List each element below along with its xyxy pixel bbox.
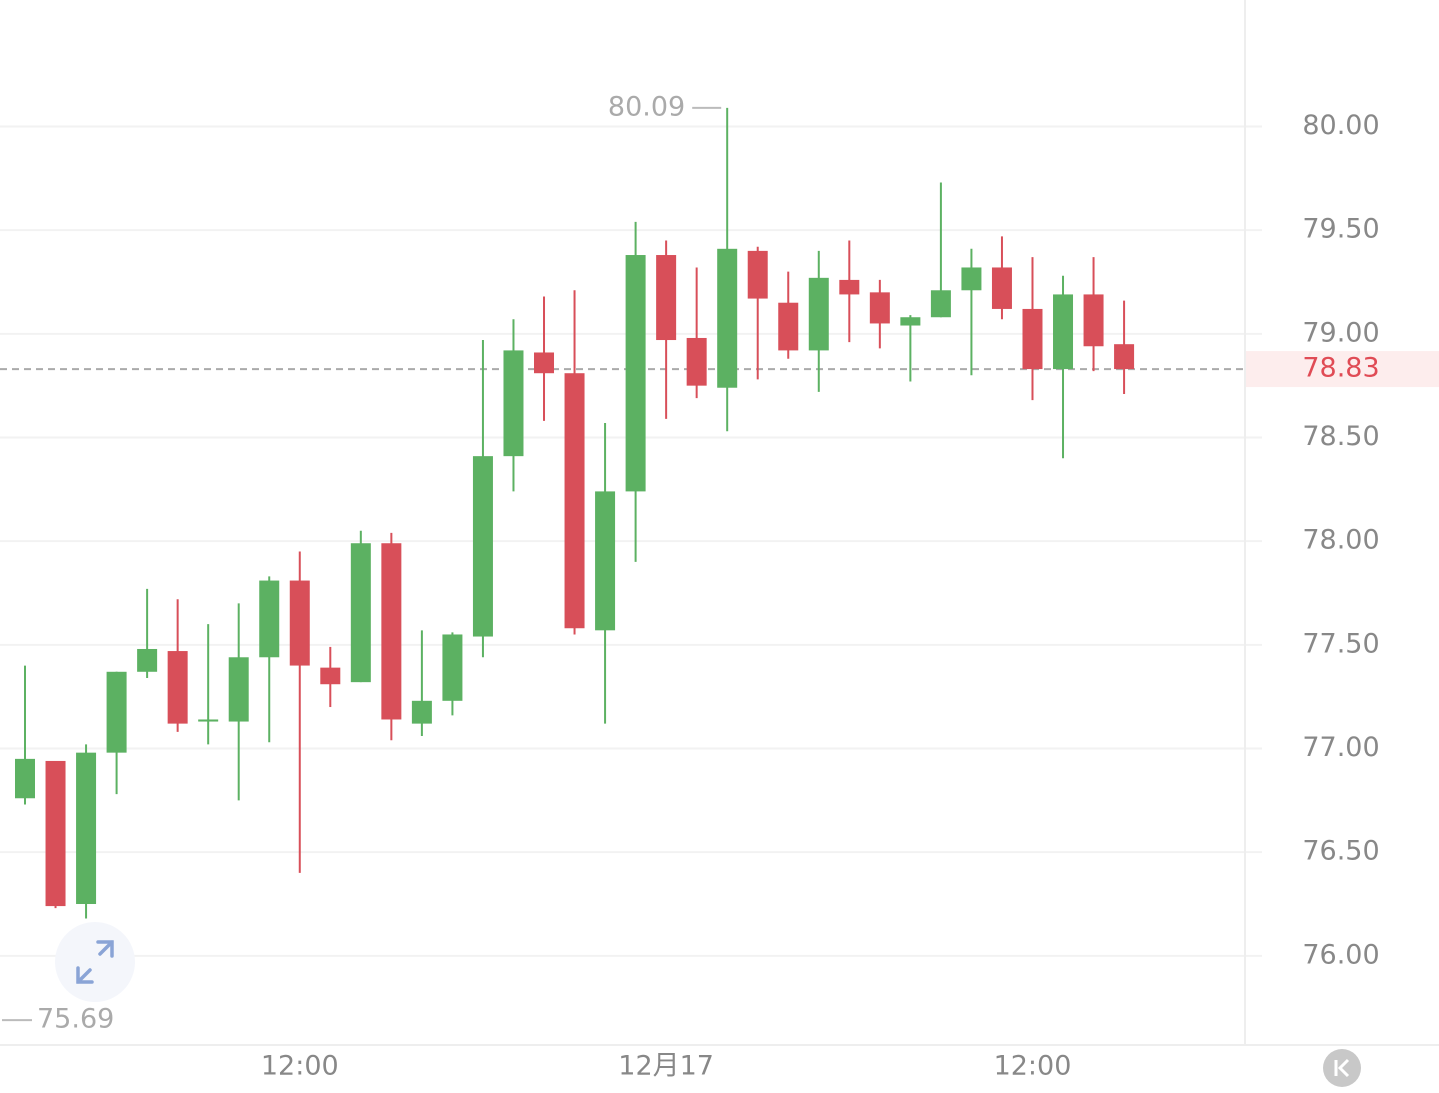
reset-icon (1334, 1058, 1350, 1078)
x-tick-label: 12:00 (994, 1051, 1072, 1082)
candle-body (472, 456, 493, 637)
y-tick-label: 77.50 (1302, 628, 1379, 659)
y-tick-label: 79.00 (1302, 317, 1379, 348)
candle-body (228, 657, 249, 722)
candle-body (381, 543, 402, 720)
candle-body (15, 758, 35, 799)
candle-body (564, 373, 585, 629)
candle-body (198, 719, 219, 722)
y-tick-label: 78.00 (1302, 525, 1379, 556)
reset-button[interactable] (1323, 1049, 1361, 1087)
candle-body (717, 248, 738, 388)
candle-body (808, 277, 829, 351)
candle-body (1083, 294, 1104, 347)
candle-body (961, 267, 982, 291)
candle-body (1022, 308, 1043, 370)
candle-body (900, 317, 921, 326)
candle-body (167, 651, 188, 724)
candle-body (137, 648, 158, 672)
candle-body (259, 580, 280, 658)
candle-body (747, 250, 768, 299)
y-tick-label: 79.50 (1302, 214, 1379, 245)
x-tick-label: 12:00 (261, 1051, 339, 1082)
y-tick-label: 78.50 (1302, 421, 1379, 452)
last-price-label: 78.83 (1302, 353, 1379, 384)
min-label: 75.69 (37, 1004, 114, 1035)
x-tick-label: 12月17 (618, 1051, 714, 1082)
candle-body (442, 634, 463, 701)
y-tick-label: 76.00 (1302, 939, 1379, 970)
candle-body (503, 350, 524, 457)
max-label: 80.09 (608, 91, 685, 122)
candle-body (595, 491, 616, 631)
y-tick-label: 80.00 (1302, 110, 1379, 141)
y-tick-label: 76.50 (1302, 836, 1379, 867)
candle-body (76, 752, 97, 905)
candle-body (869, 292, 890, 324)
candle-body (289, 580, 310, 666)
candle-body (930, 290, 951, 318)
candle-body (686, 337, 707, 386)
candle-body (411, 700, 432, 724)
candle-body (45, 760, 66, 907)
candle-body (1114, 344, 1135, 370)
plot: 76.00 76.50 77.00 77.50 78.00 78.50 79.00 79.50… (0, 91, 1439, 1082)
candle-body (839, 279, 860, 295)
candle-body (534, 352, 555, 374)
candle-body (350, 543, 371, 683)
candle-body (320, 667, 341, 685)
expand-icon (76, 940, 114, 984)
y-tick-label: 77.00 (1302, 732, 1379, 763)
candle-body (656, 255, 677, 341)
expand-bg (55, 922, 135, 1002)
candle-body (778, 302, 799, 351)
candle-body (1053, 294, 1074, 370)
candle-body (991, 267, 1012, 309)
expand-button[interactable] (55, 922, 135, 1002)
last-price-bg (1245, 351, 1439, 388)
candle-body (625, 255, 646, 492)
candle-body (106, 671, 127, 753)
